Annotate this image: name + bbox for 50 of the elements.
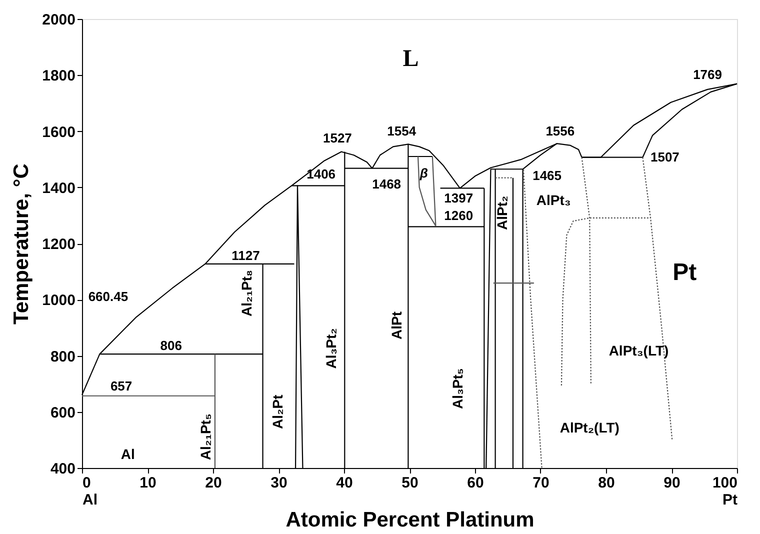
y-tick-label: 2000 [42, 12, 76, 28]
annotation: Pt [672, 259, 697, 286]
x-tick-label: 70 [532, 474, 550, 492]
y-tick-label: 1200 [42, 236, 76, 253]
annotation: AlPt₃ [536, 192, 571, 208]
y-axis-title: Temperature, °C [10, 164, 34, 324]
y-tick-label: 1400 [42, 180, 76, 197]
annotation: AlPt₃(LT) [608, 342, 669, 359]
y-tick-label: 1600 [42, 124, 76, 141]
y-tick-label: 800 [50, 348, 76, 366]
annotation: β [418, 165, 428, 180]
x-tick-label: 100 Pt [712, 474, 738, 508]
annotation: 1554 [387, 123, 417, 138]
annotation: 1127 [232, 248, 260, 264]
annotation: 660.45 [88, 288, 128, 304]
annotation: AlPt₂ [494, 196, 510, 230]
annotation: 1260 [444, 208, 474, 223]
annotation: 1769 [693, 67, 722, 82]
x-tick-label: 30 [270, 474, 288, 492]
x-axis-title: Atomic Percent Platinum [286, 508, 534, 532]
x-tick-label: 90 [664, 474, 680, 492]
x-tick-label: 0 Al [82, 474, 98, 508]
x-tick-label: 20 [205, 474, 222, 492]
annotation: AlPt₂(LT) [560, 420, 620, 436]
annotation: 1556 [546, 123, 575, 138]
y-tick-label: 1800 [42, 68, 76, 85]
x-tick-label: 40 [336, 474, 353, 492]
y-tick-label: 600 [50, 404, 76, 422]
annotation: 1507 [650, 150, 680, 165]
x-tick-label: 10 [140, 474, 156, 492]
y-tick-label: 1000 [42, 292, 76, 310]
annotation: L [402, 46, 419, 72]
y-tick-label: 400 [50, 460, 76, 478]
annotation: Al₃Pt₅ [450, 368, 466, 410]
annotation: 1406 [306, 166, 336, 182]
annotation: 1465 [532, 168, 562, 184]
x-tick-label: 50 [402, 474, 418, 492]
annotation: 1397 [444, 190, 474, 206]
annotation: 1468 [372, 176, 402, 192]
annotation: 806 [160, 338, 182, 353]
x-tick-label: 60 [467, 474, 484, 492]
annotation: Al₂₁Pt₅ [197, 414, 214, 460]
annotation: 657 [110, 378, 132, 394]
annotation: Al₂₁Pt₈ [238, 270, 255, 316]
annotation: Al₂Pt [270, 394, 286, 429]
x-tick-label: 80 [598, 474, 615, 492]
annotation: Al [120, 446, 135, 462]
annotation: 1527 [322, 130, 352, 146]
annotation: AlPt [388, 311, 405, 340]
annotation: Al₃Pt₂ [323, 328, 340, 369]
